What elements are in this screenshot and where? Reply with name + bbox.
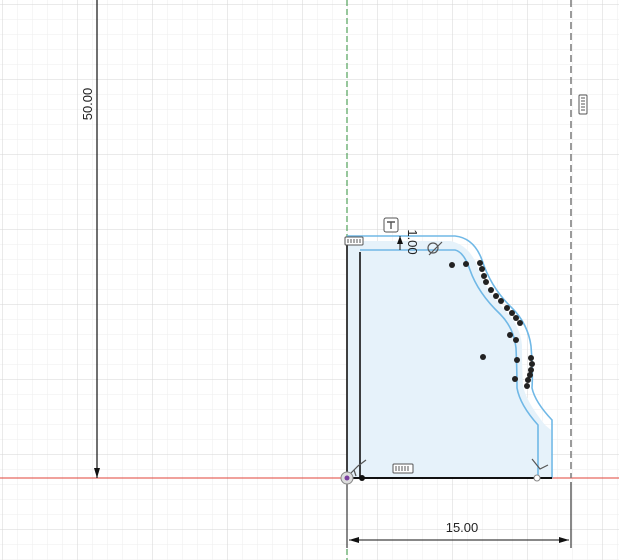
dimension-width[interactable]: 15.00	[346, 482, 572, 548]
origin-point[interactable]	[340, 471, 354, 485]
sketch-profile[interactable]	[347, 241, 551, 478]
fix-constraint-icon[interactable]	[531, 458, 549, 470]
offset-constraint-icon[interactable]	[383, 217, 399, 233]
dimension-offset-label[interactable]: 1.00	[405, 229, 420, 254]
vertical-constraint-icon[interactable]	[578, 94, 588, 115]
dimension-height[interactable]: 50.00	[80, 0, 100, 478]
dimension-width-label[interactable]: 15.00	[446, 520, 479, 535]
horizontal-constraint-icon[interactable]	[392, 463, 414, 474]
dimension-offset[interactable]: 1.00	[397, 229, 420, 255]
endpoint-right-bottom[interactable]	[533, 474, 541, 482]
spline-points[interactable]	[449, 260, 535, 389]
tangent-constraint-icon[interactable]	[427, 241, 443, 256]
horizontal-constraint-icon-top[interactable]	[344, 236, 364, 246]
dimension-height-label[interactable]: 50.00	[80, 88, 95, 121]
coincident-constraint-icon[interactable]	[349, 459, 367, 477]
profile-outer-edge[interactable]	[347, 235, 553, 478]
endpoint-inner-bottom[interactable]	[359, 475, 365, 481]
